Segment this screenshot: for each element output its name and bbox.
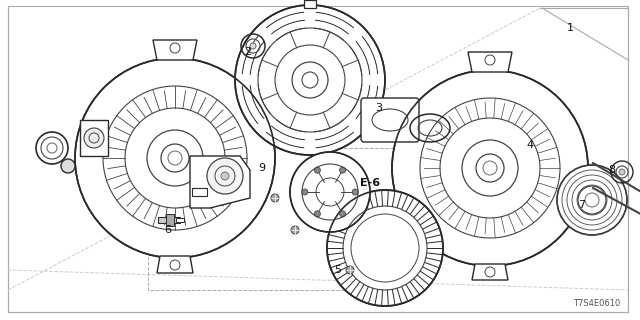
Text: 8: 8 bbox=[609, 165, 616, 175]
Text: 4: 4 bbox=[527, 140, 534, 150]
Bar bbox=[304, 0, 316, 8]
Circle shape bbox=[314, 167, 321, 173]
Circle shape bbox=[340, 211, 346, 217]
Circle shape bbox=[327, 190, 443, 306]
Circle shape bbox=[235, 5, 385, 155]
Text: 1: 1 bbox=[566, 23, 573, 33]
Bar bbox=[176, 218, 184, 222]
Polygon shape bbox=[190, 156, 250, 208]
Circle shape bbox=[291, 226, 299, 234]
Text: E-6: E-6 bbox=[360, 178, 380, 188]
Circle shape bbox=[250, 43, 256, 49]
Circle shape bbox=[61, 159, 75, 173]
Circle shape bbox=[346, 266, 354, 274]
Text: 6: 6 bbox=[164, 225, 172, 235]
Bar bbox=[166, 214, 174, 226]
Bar bbox=[158, 217, 180, 223]
FancyBboxPatch shape bbox=[361, 98, 419, 142]
Circle shape bbox=[207, 158, 243, 194]
Text: 9: 9 bbox=[259, 163, 266, 173]
Circle shape bbox=[392, 70, 588, 266]
Bar bbox=[192, 188, 207, 196]
Circle shape bbox=[221, 172, 229, 180]
Text: T7S4E0610: T7S4E0610 bbox=[573, 299, 620, 308]
Circle shape bbox=[352, 189, 358, 195]
Circle shape bbox=[314, 211, 321, 217]
Polygon shape bbox=[157, 256, 193, 273]
Circle shape bbox=[271, 194, 279, 202]
Circle shape bbox=[557, 165, 627, 235]
Text: 7: 7 bbox=[579, 200, 586, 210]
Circle shape bbox=[340, 167, 346, 173]
Polygon shape bbox=[153, 40, 197, 60]
Circle shape bbox=[302, 189, 308, 195]
Circle shape bbox=[619, 169, 625, 175]
Circle shape bbox=[290, 152, 370, 232]
Text: 2: 2 bbox=[244, 47, 252, 57]
Polygon shape bbox=[472, 264, 508, 280]
Text: 5: 5 bbox=[335, 265, 342, 275]
Polygon shape bbox=[468, 52, 512, 72]
Text: 3: 3 bbox=[376, 103, 383, 113]
Circle shape bbox=[75, 58, 275, 258]
Circle shape bbox=[84, 128, 104, 148]
Polygon shape bbox=[80, 120, 108, 156]
